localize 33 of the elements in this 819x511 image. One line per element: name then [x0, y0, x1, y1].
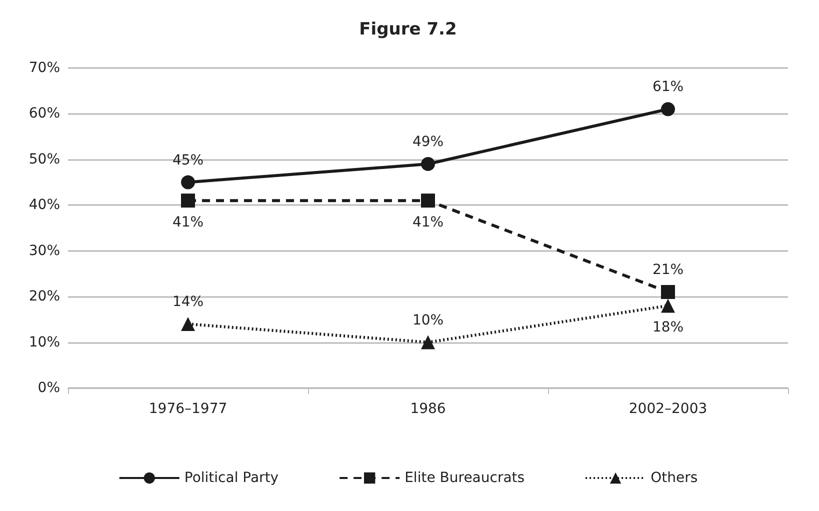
data-label: 41% [172, 214, 204, 231]
y-tick-label: 30% [28, 242, 60, 259]
data-label: 10% [412, 312, 444, 328]
point [661, 298, 675, 313]
data-label: 21% [652, 262, 684, 278]
x-tick-label: 1986 [410, 401, 446, 417]
legend-label: Elite Bureaucrats [404, 470, 525, 486]
data-label: 14% [172, 294, 204, 310]
point [181, 194, 195, 208]
point [181, 317, 195, 331]
data-label: 49% [412, 134, 444, 150]
x-tick-label: 2002–2003 [628, 401, 708, 417]
y-tick-label: 60% [28, 106, 60, 122]
y-tick-label: 40% [28, 197, 60, 214]
point [661, 102, 675, 116]
y-tick-label: 0% [38, 380, 60, 396]
point [421, 335, 435, 350]
point [181, 175, 195, 190]
data-label: 45% [172, 152, 204, 168]
x-tick-label: 1976–1977 [148, 401, 228, 417]
data-label: 61% [652, 79, 684, 96]
y-tick-label: 10% [28, 334, 60, 350]
y-tick-label: 70% [28, 60, 60, 76]
data-label: 18% [652, 320, 684, 336]
point [421, 194, 435, 208]
legend-label: Political Party [184, 470, 279, 486]
point [421, 157, 435, 171]
y-tick-label: 20% [28, 288, 60, 305]
legend-label: Others [650, 470, 698, 486]
chart-title: Figure 7.2 [359, 20, 457, 40]
point [661, 285, 675, 299]
data-label: 41% [412, 214, 444, 231]
y-tick-label: 50% [28, 151, 60, 168]
